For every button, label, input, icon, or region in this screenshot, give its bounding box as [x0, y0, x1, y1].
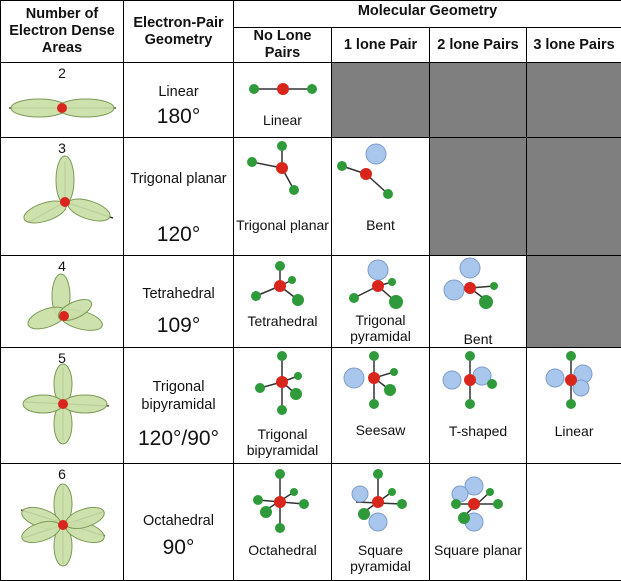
table-row: 4 Tetrahedral 109°	[1, 256, 621, 348]
lobe-cell-6: 6	[1, 464, 124, 581]
mg-cell: Square pyramidal	[332, 464, 430, 581]
empty-cell	[527, 256, 621, 348]
mg-cell: Linear	[234, 63, 332, 138]
molecule-octahedral	[234, 464, 332, 581]
molecule-tetrahedral	[234, 256, 332, 348]
header-count: Number of Electron Dense Areas	[1, 1, 124, 63]
ep-cell-6: Octahedral 90°	[124, 464, 234, 581]
lobe-diagram-6	[1, 464, 124, 581]
mg-label: Seesaw	[332, 422, 429, 438]
lobe-diagram-3	[1, 138, 124, 256]
ep-cell-3: Trigonal planar 120°	[124, 138, 234, 256]
ep-angle: 90°	[124, 536, 233, 560]
ep-name: Trigonal planar	[124, 170, 233, 188]
table-row: 2 Linear 180° Linear	[1, 63, 621, 138]
mg-cell: Trigonal planar	[234, 138, 332, 256]
molecule-square-planar	[430, 464, 527, 581]
mg-cell: Tetrahedral	[234, 256, 332, 348]
table-row: 3 Trigonal planar 120°	[1, 138, 621, 256]
mg-cell: Bent	[430, 256, 527, 348]
table-row: 6 Octahedral 90°	[1, 464, 621, 581]
empty-cell	[527, 138, 621, 256]
mg-cell: Square planar	[430, 464, 527, 581]
header-molecular-geometry: Molecular Geometry	[234, 1, 621, 28]
ep-angle: 180°	[124, 105, 233, 129]
ep-name: Trigonal bipyramidal	[124, 378, 233, 414]
table-row: 5 Trigonal bipyramidal 120°/90°	[1, 348, 621, 464]
empty-cell	[430, 63, 527, 138]
ep-angle: 120°	[124, 223, 233, 247]
mg-label: Trigonal pyramidal	[332, 312, 429, 344]
empty-cell	[527, 63, 621, 138]
molecule-linear-tbp	[527, 348, 621, 464]
mg-label: Linear	[234, 112, 331, 128]
mg-label: Bent	[332, 217, 429, 233]
empty-cell	[332, 63, 430, 138]
lobe-cell-2: 2	[1, 63, 124, 138]
mg-label: Trigonal bipyramidal	[234, 426, 331, 458]
subheader-1-lone-pair: 1 lone Pair	[332, 28, 430, 63]
lobe-cell-4: 4	[1, 256, 124, 348]
mg-label: Trigonal planar	[234, 217, 331, 233]
ep-angle: 120°/90°	[124, 427, 233, 451]
ep-name: Tetrahedral	[124, 285, 233, 303]
mg-label: Linear	[527, 423, 621, 439]
molecule-t-shaped	[430, 348, 527, 464]
mg-label: Square pyramidal	[332, 542, 429, 574]
mg-cell: Seesaw	[332, 348, 430, 464]
mg-label: Square planar	[430, 542, 526, 558]
ep-name: Octahedral	[124, 512, 233, 530]
ep-cell-2: Linear 180°	[124, 63, 234, 138]
mg-cell: Linear	[527, 348, 621, 464]
mg-cell: Trigonal pyramidal	[332, 256, 430, 348]
mg-label: T-shaped	[430, 423, 526, 439]
mg-cell: Bent	[332, 138, 430, 256]
molecule-bent	[332, 138, 430, 256]
ep-cell-5: Trigonal bipyramidal 120°/90°	[124, 348, 234, 464]
mg-cell: Trigonal bipyramidal	[234, 348, 332, 464]
empty-cell	[430, 138, 527, 256]
mg-label: Tetrahedral	[234, 313, 331, 329]
molecule-seesaw	[332, 348, 430, 464]
lobe-cell-3: 3	[1, 138, 124, 256]
header-electron-pair-geometry: Electron-Pair Geometry	[124, 1, 234, 63]
lobe-diagram-5	[1, 348, 124, 464]
mg-cell: Octahedral	[234, 464, 332, 581]
ep-name: Linear	[124, 83, 233, 101]
lobe-diagram-4	[1, 256, 124, 348]
subheader-2-lone-pairs: 2 lone Pairs	[430, 28, 527, 63]
lobe-diagram-2	[1, 63, 124, 138]
mg-label: Octahedral	[234, 542, 331, 558]
subheader-3-lone-pairs: 3 lone Pairs	[527, 28, 621, 63]
empty-cell	[527, 464, 621, 581]
ep-angle: 109°	[124, 314, 233, 338]
mg-cell: T-shaped	[430, 348, 527, 464]
ep-cell-4: Tetrahedral 109°	[124, 256, 234, 348]
subheader-no-lone-pairs: No Lone Pairs	[234, 28, 332, 63]
lobe-cell-5: 5	[1, 348, 124, 464]
mg-label: Bent	[430, 331, 526, 347]
molecule-trigonal-planar	[234, 138, 332, 256]
